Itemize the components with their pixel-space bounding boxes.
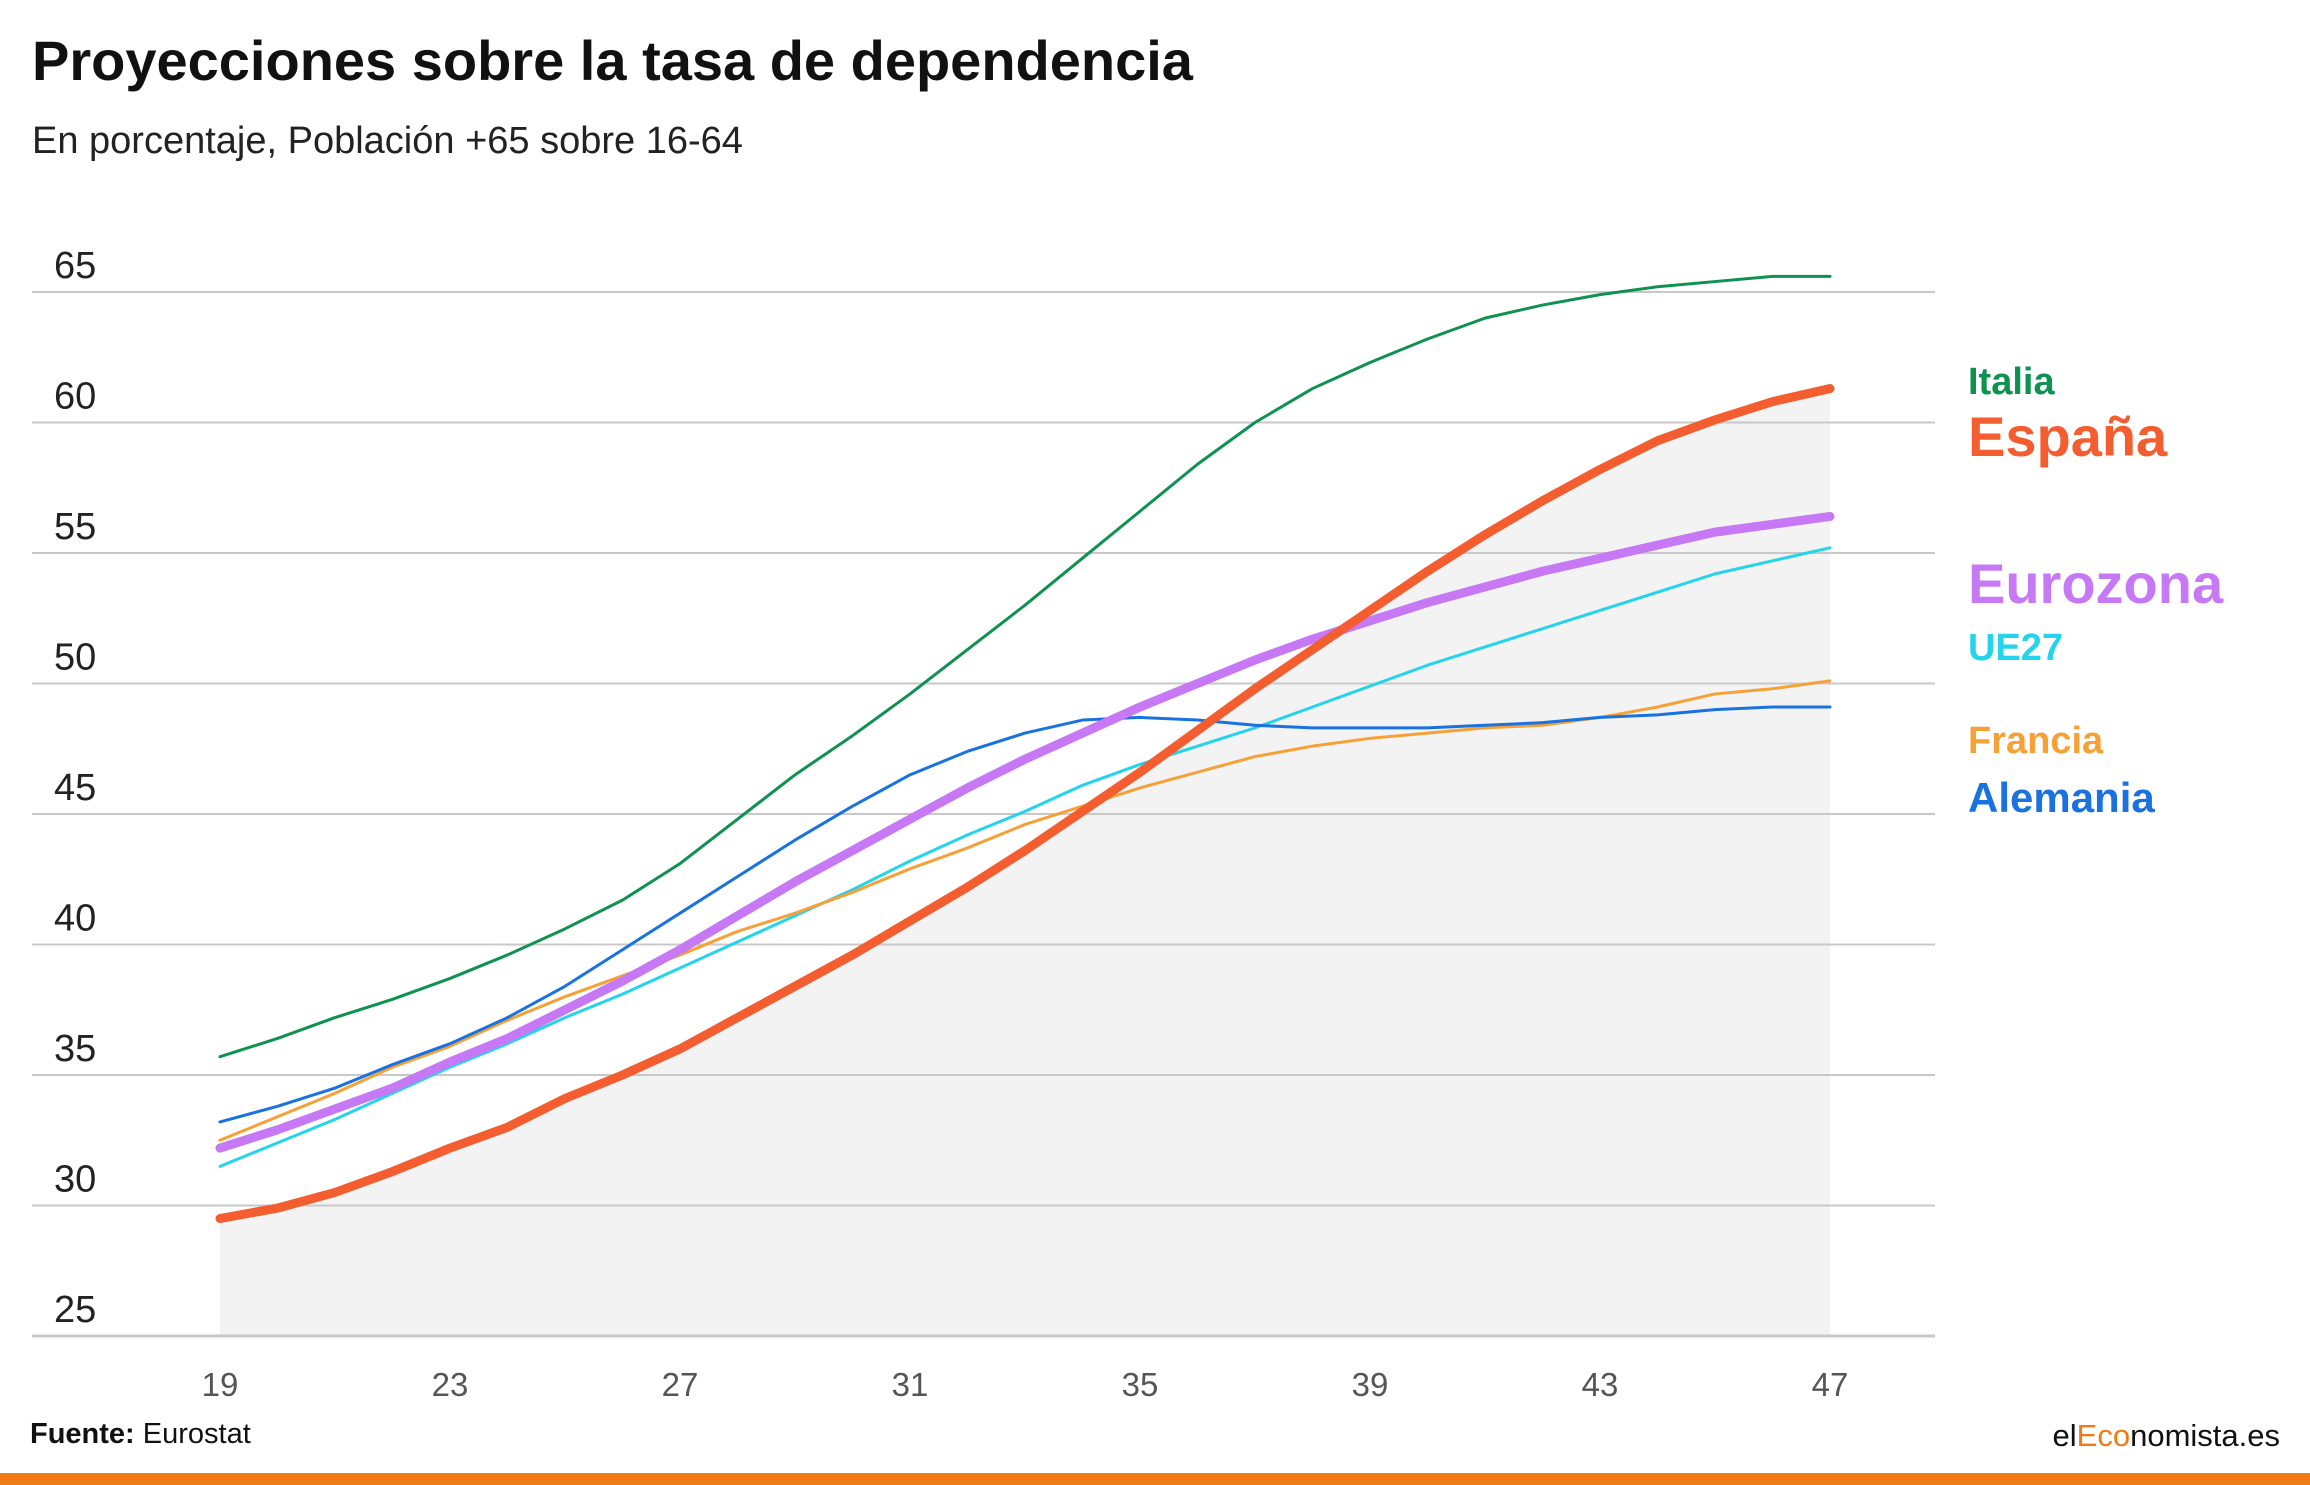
series-label-ue27: UE27 xyxy=(1968,627,2063,669)
y-tick-label-50: 50 xyxy=(54,637,96,679)
x-tick-label-19: 19 xyxy=(202,1366,239,1400)
series-label-alemania: Alemania xyxy=(1968,774,2155,821)
series-label-italia: Italia xyxy=(1968,361,2055,403)
series-line-ue27 xyxy=(218,546,1832,1168)
bottom-accent-bar xyxy=(0,1473,2310,1485)
x-tick-label-47: 47 xyxy=(1812,1366,1849,1400)
series-line-espana xyxy=(215,384,1835,1224)
y-tick-label-35: 35 xyxy=(54,1028,96,1070)
y-tick-label-60: 60 xyxy=(54,376,96,418)
brand-suffix: nomista.es xyxy=(2130,1418,2280,1453)
y-tick-label-30: 30 xyxy=(54,1159,96,1201)
y-tick-label-55: 55 xyxy=(54,506,96,548)
x-tick-label-23: 23 xyxy=(432,1366,469,1400)
chart-title: Proyecciones sobre la tasa de dependenci… xyxy=(32,29,1193,92)
y-tick-label-25: 25 xyxy=(54,1289,96,1331)
line-chart: 25 30 35 40 45 50 55 60 65 19 23 27 31 35 39 43 47 Italia… xyxy=(32,245,2224,1400)
x-tick-label-31: 31 xyxy=(892,1366,929,1400)
source-label: Fuente: xyxy=(30,1418,135,1450)
series-line-alemania xyxy=(218,705,1832,1124)
source-note: Fuente: Eurostat xyxy=(30,1418,251,1451)
x-tick-label-39: 39 xyxy=(1352,1366,1389,1400)
brand-logo[interactable]: elEconomista.es xyxy=(2053,1418,2280,1454)
area-under-espana xyxy=(220,388,1830,1336)
y-tick-label-65: 65 xyxy=(54,245,96,287)
source-value: Eurostat xyxy=(142,1418,251,1450)
series-line-italia xyxy=(218,274,1832,1059)
x-tick-label-43: 43 xyxy=(1582,1366,1619,1400)
chart-subtitle: En porcentaje, Población +65 sobre 16-64 xyxy=(32,120,743,162)
series-label-francia: Francia xyxy=(1968,720,2104,762)
series-line-francia xyxy=(218,679,1832,1142)
brand-accent: Eco xyxy=(2076,1418,2131,1453)
series-label-espana: España xyxy=(1968,405,2168,468)
brand-prefix: el xyxy=(2052,1418,2077,1453)
series-label-eurozona: Eurozona xyxy=(1968,552,2224,615)
series-line-eurozona xyxy=(215,511,1835,1153)
y-tick-label-40: 40 xyxy=(54,898,96,940)
x-tick-label-27: 27 xyxy=(662,1366,699,1400)
x-tick-label-35: 35 xyxy=(1122,1366,1159,1400)
y-tick-label-45: 45 xyxy=(54,767,96,809)
